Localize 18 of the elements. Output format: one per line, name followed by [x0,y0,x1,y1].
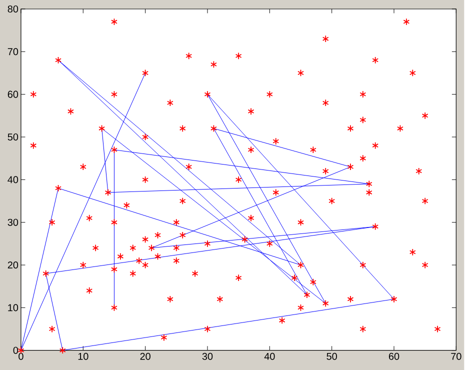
x-tick-label: 50 [326,352,337,360]
x-tick-label: 10 [78,352,88,360]
y-tick-label: 10 [8,304,18,312]
x-tick-label: 60 [388,352,400,360]
y-tick-label: 30 [8,218,18,226]
y-tick-label: 80 [8,5,18,12]
y-tick-label: 20 [8,261,18,268]
x-tick-label: 70 [451,352,462,360]
y-tick-label: 70 [8,48,18,56]
y-tick-label: 40 [8,176,18,184]
x-tick-label: 40 [264,352,275,360]
x-tick-label: 0 [18,352,24,360]
line-series [20,60,394,350]
x-tick-label: 30 [202,352,213,360]
y-tick-label: 50 [8,133,18,140]
y-tick-label: 0 [13,346,18,354]
x-tick-label: 20 [140,352,150,360]
y-tick-label: 60 [8,90,18,98]
